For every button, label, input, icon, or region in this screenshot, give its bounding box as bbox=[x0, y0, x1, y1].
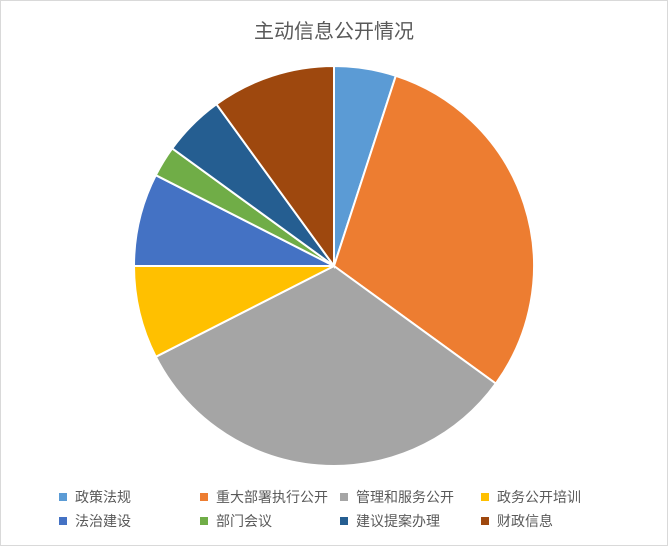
legend-swatch bbox=[340, 517, 348, 525]
legend-item: 部门会议 bbox=[200, 511, 272, 531]
legend-item: 建议提案办理 bbox=[340, 511, 440, 531]
pie-slice-2 bbox=[332, 74, 535, 385]
legend-label: 政策法规 bbox=[75, 490, 131, 506]
legend-item: 重大部署执行公开 bbox=[200, 487, 328, 507]
pie-slice-8 bbox=[215, 64, 335, 270]
legend-label: 部门会议 bbox=[216, 514, 272, 530]
legend-label: 法治建设 bbox=[75, 514, 131, 530]
legend-swatch bbox=[340, 493, 348, 501]
legend-swatch bbox=[200, 493, 208, 501]
legend-label: 财政信息 bbox=[497, 514, 553, 530]
legend-label: 政务公开培训 bbox=[497, 490, 581, 506]
legend-item: 财政信息 bbox=[481, 511, 553, 531]
chart-title: 主动信息公开情况 bbox=[254, 19, 414, 43]
legend-item: 管理和服务公开 bbox=[340, 487, 454, 507]
legend-swatch bbox=[200, 517, 208, 525]
legend-item: 法治建设 bbox=[59, 511, 131, 531]
legend-swatch bbox=[59, 493, 67, 501]
pie-slice-3 bbox=[154, 264, 498, 467]
legend-item: 政务公开培训 bbox=[481, 487, 581, 507]
legend-label: 建议提案办理 bbox=[356, 514, 440, 530]
legend-label: 管理和服务公开 bbox=[356, 490, 454, 506]
legend-swatch bbox=[481, 493, 489, 501]
legend-item: 政策法规 bbox=[59, 487, 131, 507]
legend-swatch bbox=[481, 517, 489, 525]
legend-label: 重大部署执行公开 bbox=[216, 490, 328, 506]
legend-swatch bbox=[59, 517, 67, 525]
